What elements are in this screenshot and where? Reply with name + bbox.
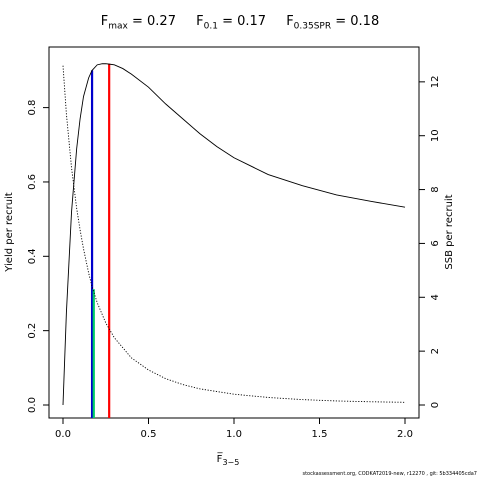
y2-tick-label: 8 xyxy=(430,186,441,192)
chart-title: Fmax = 0.27 F0.1 = 0.17 F0.35SPR = 0.18 xyxy=(0,14,480,32)
y-tick-label: 0.8 xyxy=(27,100,38,116)
f01-term: F0.1 = 0.17 xyxy=(196,14,267,32)
x-tick-label: 0.0 xyxy=(55,429,71,440)
y2-tick-label: 10 xyxy=(430,129,441,142)
x-tick-label: 1.0 xyxy=(226,429,242,440)
y2-tick-label: 6 xyxy=(430,240,441,246)
yield-curve xyxy=(62,63,406,406)
y2-tick-label: 12 xyxy=(430,75,441,88)
y-tick-label: 0.2 xyxy=(27,323,38,339)
x-tick-label: 2.0 xyxy=(397,429,413,440)
x-tick-label: 1.5 xyxy=(312,429,328,440)
footer-note: stockassessment.org, CODKAT2019-new, r12… xyxy=(302,471,477,477)
y2-tick-label: 0 xyxy=(430,402,441,408)
y2-tick-label: 4 xyxy=(430,294,441,300)
reference-lines xyxy=(90,63,111,418)
y-tick-label: 0.6 xyxy=(27,174,38,190)
fmax-term: Fmax = 0.27 xyxy=(100,14,176,32)
y2-axis-label: SSB per recruit xyxy=(444,194,455,269)
y-axis-label: Yield per recruit xyxy=(4,192,15,273)
y-axis-left: 0.0 0.2 0.4 0.6 0.8 xyxy=(27,100,49,413)
y-axis-right: 0 2 4 6 8 10 12 xyxy=(419,75,441,408)
x-axis-label: F̅3−5 xyxy=(216,452,239,467)
ssb-curve xyxy=(62,65,406,403)
x-axis: 0.0 0.5 1.0 1.5 2.0 xyxy=(55,418,413,440)
y-tick-label: 0.0 xyxy=(27,397,38,413)
y-tick-label: 0.4 xyxy=(27,248,38,264)
x-tick-label: 0.5 xyxy=(141,429,157,440)
series-lines xyxy=(62,63,406,406)
f035spr-term: F0.35SPR = 0.18 xyxy=(286,14,380,32)
plot-frame xyxy=(48,46,420,419)
y2-tick-label: 2 xyxy=(430,348,441,354)
